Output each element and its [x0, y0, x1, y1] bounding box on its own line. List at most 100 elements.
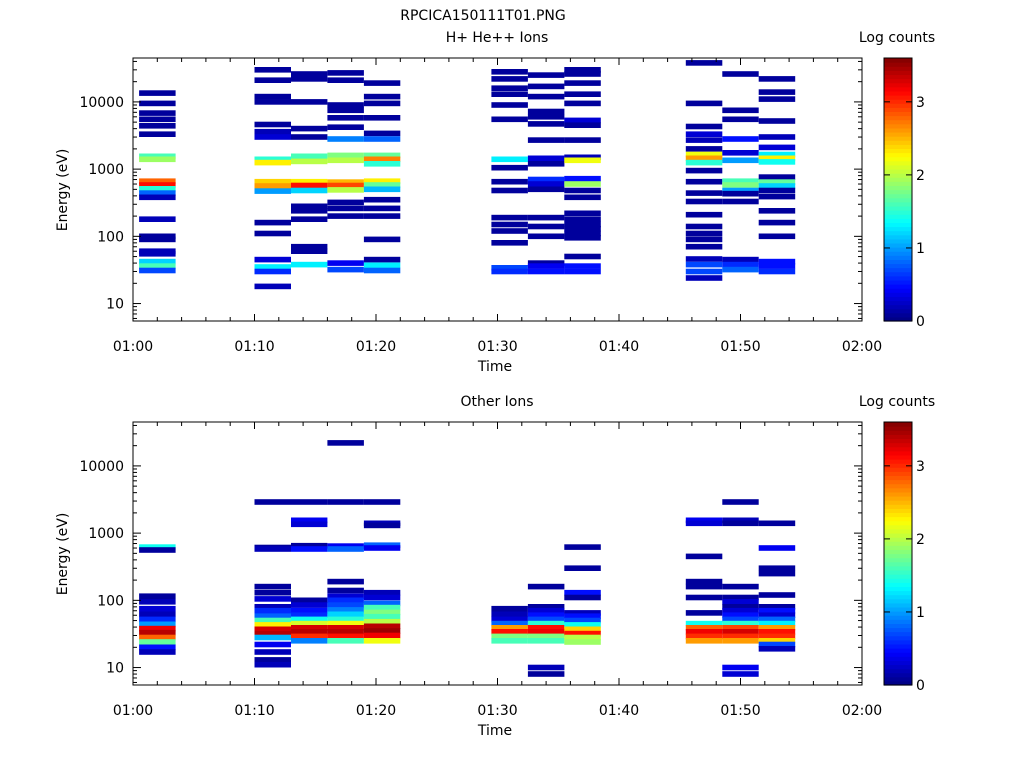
heatmap-cell — [291, 187, 328, 194]
heatmap-cell — [327, 182, 364, 189]
colorbar-segment — [884, 242, 912, 248]
colorbar-segment — [884, 590, 912, 596]
heatmap-cell — [722, 638, 759, 644]
colorbar-segment — [884, 467, 912, 472]
heatmap-cell — [363, 499, 401, 505]
heatmap-cell — [564, 157, 601, 164]
heatmap-cell — [139, 263, 176, 269]
colorbar-frame — [883, 57, 913, 322]
panel1-ylabel: Energy (eV) — [55, 149, 71, 232]
heatmap-cell — [527, 625, 565, 631]
colorbar-segment — [884, 119, 912, 125]
colorbar-segment — [884, 615, 912, 620]
heatmap-cell — [254, 283, 291, 290]
heatmap-cell — [527, 137, 565, 143]
heatmap-cell — [139, 251, 176, 257]
x-tick-label: 01:10 — [234, 703, 274, 719]
heatmap-cell — [685, 517, 723, 524]
panel1-axes: 01:00 01:10 01:20 01:30 01:40 01:50 02:00 10 100… — [79, 58, 882, 355]
heatmap-cell — [564, 187, 601, 194]
heatmap-cell — [291, 602, 328, 608]
heatmap-cell — [327, 440, 364, 446]
heatmap-cell — [139, 190, 176, 196]
heatmap-cell — [254, 159, 291, 166]
heatmap-cell — [564, 91, 601, 97]
heatmap-cell — [139, 621, 176, 628]
x-tick-label: 02:00 — [842, 339, 882, 355]
colorbar-segment — [884, 127, 912, 133]
heatmap-cell — [722, 625, 759, 631]
colorbar-segment — [884, 123, 912, 129]
colorbar-segment — [884, 545, 912, 550]
colorbar-segment — [884, 259, 912, 265]
y-tick-label: 100 — [97, 593, 124, 609]
heatmap-cell — [254, 230, 291, 237]
colorbar-segment — [884, 643, 912, 649]
panel2-colorbar: 0 1 2 3 — [883, 421, 925, 694]
colorbar-segment — [884, 471, 912, 477]
heatmap-cell — [564, 221, 601, 228]
heatmap-cell — [685, 629, 723, 635]
heatmap-cell — [254, 178, 291, 185]
heatmap-cell — [254, 589, 291, 596]
x-tick-label: 01:00 — [113, 703, 153, 719]
heatmap-cell — [139, 123, 176, 129]
heatmap-cell — [758, 155, 796, 162]
colorbar-segment — [884, 549, 912, 555]
colorbar-segment — [884, 541, 912, 546]
heatmap-cell — [527, 93, 565, 100]
heatmap-cell — [527, 583, 565, 590]
heatmap-cell — [139, 599, 176, 605]
heatmap-cell — [139, 625, 176, 632]
heatmap-cell — [363, 196, 401, 203]
heatmap-cell — [564, 622, 601, 628]
colorbar-segment — [884, 99, 912, 104]
heatmap-cell — [722, 107, 759, 114]
heatmap-cell — [527, 620, 565, 627]
heatmap-cell — [685, 261, 723, 268]
heatmap-cell — [327, 157, 364, 164]
colorbar-segment — [884, 446, 912, 452]
heatmap-cell — [722, 612, 759, 618]
heatmap-cell — [685, 268, 723, 275]
heatmap-cell — [139, 544, 176, 550]
panel2-title: Other Ions — [460, 394, 533, 410]
colorbar-tick-label: 0 — [916, 314, 925, 330]
heatmap-cell — [722, 256, 759, 263]
heatmap-cell — [685, 167, 723, 174]
heatmap-cell — [291, 203, 328, 210]
heatmap-cell — [564, 225, 601, 232]
heatmap-cell — [327, 179, 364, 185]
colorbar-segment — [884, 426, 912, 431]
heatmap-cell — [758, 620, 796, 627]
heatmap-cell — [685, 230, 723, 237]
heatmap-cell — [685, 638, 723, 644]
heatmap-cell — [363, 604, 401, 611]
heatmap-cell — [291, 607, 328, 614]
colorbar-segment — [884, 561, 912, 567]
panel1-colorbar-label: Log counts — [859, 30, 935, 46]
heatmap-cell — [139, 639, 176, 645]
colorbar-tick-label: 2 — [916, 532, 925, 548]
heatmap-cell — [139, 131, 176, 137]
colorbar-segment — [884, 115, 912, 121]
heatmap-cell — [685, 123, 723, 130]
heatmap-cell — [291, 182, 328, 189]
heatmap-cell — [139, 649, 176, 655]
heatmap-cell — [491, 620, 528, 627]
heatmap-cell — [564, 210, 601, 217]
heatmap-cell — [254, 93, 291, 100]
heatmap-cell — [291, 517, 328, 524]
heatmap-cell — [527, 72, 565, 78]
heatmap-cell — [722, 198, 759, 205]
heatmap-cell — [758, 89, 796, 95]
heatmap-cell — [254, 630, 291, 637]
heatmap-cell — [139, 178, 176, 184]
heatmap-cell — [527, 181, 565, 187]
colorbar-segment — [884, 267, 912, 273]
heatmap-cell — [685, 146, 723, 152]
colorbar-segment — [884, 623, 912, 629]
heatmap-cell — [564, 67, 601, 73]
colorbar-segment — [884, 238, 912, 244]
heatmap-cell — [363, 93, 401, 100]
